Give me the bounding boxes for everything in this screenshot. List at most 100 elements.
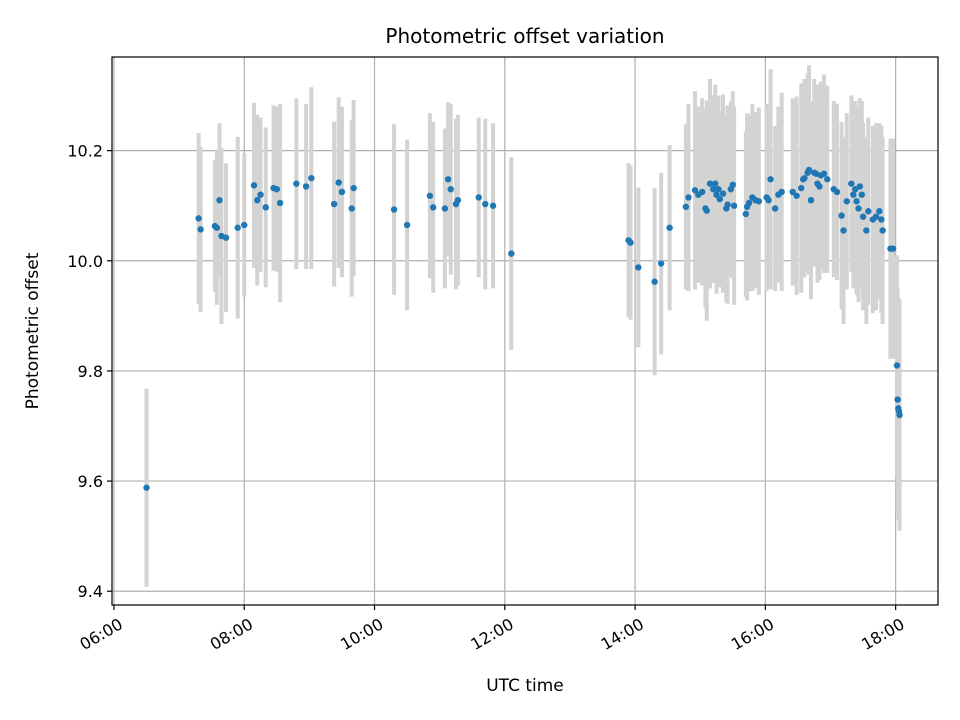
data-point <box>765 196 772 204</box>
data-point <box>816 183 823 190</box>
data-point <box>843 198 851 205</box>
data-point <box>508 250 515 257</box>
data-point <box>706 180 714 187</box>
data-point <box>338 188 346 196</box>
data-point <box>216 196 223 204</box>
data-point <box>257 191 264 198</box>
data-point <box>840 227 847 234</box>
data-point <box>805 166 813 174</box>
x-tick-label: 18:00 <box>858 614 907 654</box>
data-point <box>848 180 855 187</box>
data-point <box>682 203 690 211</box>
data-point <box>801 174 808 182</box>
data-point <box>896 411 903 419</box>
data-point <box>454 196 462 204</box>
data-point <box>335 179 342 186</box>
data-point <box>213 224 221 231</box>
x-tick-label: 08:00 <box>207 614 256 654</box>
data-point <box>429 204 437 211</box>
data-point <box>698 188 706 196</box>
data-point <box>755 198 763 205</box>
data-point <box>712 180 719 187</box>
data-points <box>143 166 903 491</box>
data-point <box>635 264 642 271</box>
data-point <box>254 196 261 204</box>
data-point <box>234 224 241 231</box>
data-point <box>657 260 665 267</box>
data-point <box>489 202 497 209</box>
data-point <box>426 192 434 199</box>
data-point <box>865 208 872 215</box>
data-point <box>833 188 841 196</box>
data-point <box>853 198 860 205</box>
data-point <box>789 188 796 196</box>
data-point <box>482 200 489 208</box>
data-point <box>876 208 883 215</box>
data-point <box>241 221 248 229</box>
data-point <box>716 195 723 203</box>
data-point <box>348 205 355 212</box>
x-tick-label: 14:00 <box>598 614 647 654</box>
data-point <box>793 192 800 199</box>
data-point <box>858 191 865 198</box>
y-axis-ticks: 9.4 9.6 9.8 10.0 10.2 <box>67 142 112 601</box>
data-point <box>872 213 880 220</box>
data-point <box>856 183 864 190</box>
data-point <box>745 199 753 207</box>
data-point <box>143 484 150 491</box>
x-axis-ticks: 06:00 08:00 10:00 12:00 14:00 16:00 18:00 <box>77 605 908 654</box>
data-point <box>767 176 774 183</box>
data-point <box>276 199 284 207</box>
data-point <box>195 215 202 222</box>
data-point <box>273 185 281 193</box>
data-point <box>713 191 720 198</box>
data-point <box>838 212 845 219</box>
y-tick-label: 9.6 <box>78 472 103 491</box>
data-point <box>441 205 449 212</box>
data-point <box>820 170 828 177</box>
data-point <box>798 184 805 192</box>
data-point <box>850 191 857 198</box>
y-axis-label: Photometric offset <box>23 252 43 409</box>
data-point <box>724 201 731 208</box>
x-tick-label: 12:00 <box>467 614 516 654</box>
x-tick-label: 06:00 <box>77 614 126 654</box>
y-tick-label: 10.0 <box>67 252 103 271</box>
x-axis-label: UTC time <box>486 676 564 696</box>
data-point <box>444 176 452 183</box>
data-point <box>293 180 300 187</box>
data-point <box>893 362 901 369</box>
data-point <box>447 185 454 193</box>
data-point <box>350 184 357 192</box>
data-point <box>855 205 862 212</box>
data-point <box>894 396 901 403</box>
data-point <box>222 234 230 241</box>
data-point <box>730 202 738 209</box>
data-point <box>742 210 750 218</box>
data-point <box>302 183 310 190</box>
plot-frame <box>111 56 939 606</box>
y-tick-label: 9.4 <box>78 582 103 601</box>
y-tick-label: 9.8 <box>78 362 103 381</box>
data-point <box>824 176 831 183</box>
data-point <box>703 207 710 214</box>
chart-title: Photometric offset variation <box>385 24 664 48</box>
data-point <box>807 196 815 204</box>
data-point <box>771 205 779 212</box>
data-point <box>627 239 634 246</box>
data-point <box>197 226 204 233</box>
data-point <box>262 204 269 211</box>
data-point <box>691 187 699 194</box>
data-point <box>878 216 885 223</box>
data-point <box>666 224 673 231</box>
x-tick-label: 16:00 <box>728 614 777 654</box>
data-point <box>475 194 482 201</box>
data-point <box>308 174 315 182</box>
data-point <box>778 188 785 196</box>
data-point <box>685 194 692 201</box>
data-point <box>729 181 737 188</box>
data-point <box>330 200 338 208</box>
data-point <box>715 185 722 193</box>
error-bars <box>144 65 902 587</box>
